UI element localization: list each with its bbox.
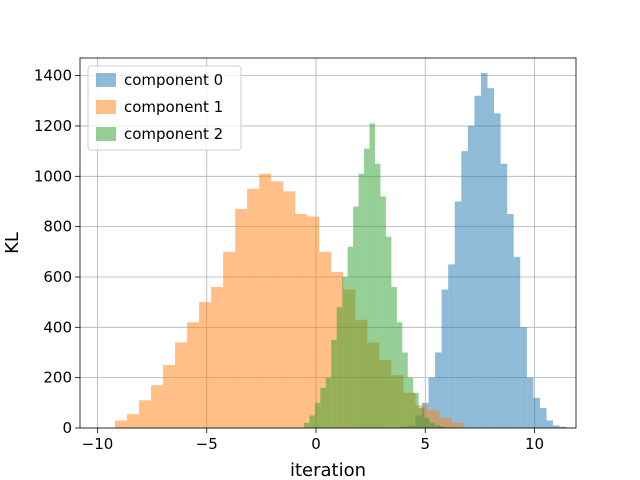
plot-frame	[79, 57, 577, 429]
histogram-bar	[451, 422, 464, 428]
histogram-bar	[235, 209, 248, 428]
legend-swatch	[96, 100, 116, 114]
histogram-bar	[126, 414, 139, 428]
histogram-bar	[374, 163, 381, 428]
histogram-bar	[559, 426, 567, 428]
histogram-bar	[424, 417, 430, 428]
y-axis-ticks: 0 200 400 600 800 1000 1200 1400	[34, 67, 80, 437]
histogram-bar	[428, 377, 436, 428]
histogram-bar	[439, 417, 452, 428]
histogram-bar	[526, 377, 534, 428]
y-tick-label: 400	[43, 318, 72, 336]
histogram-bar	[391, 287, 397, 428]
histogram-bar	[402, 352, 408, 428]
histogram-bar	[494, 113, 501, 429]
histogram-bar	[448, 264, 455, 428]
histogram-bar	[307, 216, 320, 428]
histogram-bar	[314, 402, 321, 428]
histogram-bar	[507, 214, 514, 428]
histogram-bar	[480, 73, 488, 428]
x-tick-label: 0	[311, 435, 321, 453]
histogram-bar	[385, 236, 392, 428]
histogram-bar	[418, 407, 425, 428]
histogram-bar	[435, 352, 442, 428]
histogram-bar	[175, 342, 188, 428]
histogram-bar	[151, 385, 164, 428]
histogram-bar	[553, 425, 560, 428]
histogram-bar	[336, 307, 343, 428]
histogram-bar	[364, 148, 370, 428]
x-axis-label: iteration	[290, 460, 366, 480]
histogram-bar	[309, 415, 315, 428]
x-tick-label: −5	[196, 435, 218, 453]
histogram-bar	[163, 365, 176, 428]
histogram-bar	[295, 214, 308, 428]
y-axis-label: KL	[2, 232, 23, 254]
histogram-bars	[114, 73, 573, 429]
legend-box	[87, 65, 242, 151]
histogram-bar	[369, 123, 375, 429]
histogram-bar	[138, 400, 152, 428]
y-tick-label: 1000	[34, 167, 72, 185]
x-tick-label: −10	[82, 435, 114, 453]
histogram-bar	[358, 173, 365, 428]
histogram-bar	[320, 387, 326, 428]
histogram-bar	[342, 276, 348, 428]
legend-label: component 1	[124, 98, 223, 116]
y-tick-label: 200	[43, 369, 72, 387]
histogram-bar	[454, 201, 462, 428]
x-tick-label: 10	[525, 435, 544, 453]
histogram-bar	[331, 339, 337, 428]
histogram-bar	[474, 95, 481, 429]
histogram-bar	[513, 256, 521, 428]
histogram-bar	[223, 251, 236, 428]
histogram-bar	[199, 302, 212, 428]
legend-swatch	[96, 127, 116, 141]
y-tick-label: 0	[62, 419, 72, 437]
histogram-bar	[461, 151, 468, 428]
histogram-bar	[283, 191, 296, 428]
histogram-bar	[303, 422, 310, 428]
histogram-bar	[247, 188, 260, 428]
y-tick-label: 1200	[34, 117, 72, 135]
y-tick-label: 800	[43, 218, 72, 236]
legend: component 0 component 1 component 2	[87, 65, 242, 151]
legend-label: component 2	[124, 125, 223, 143]
histogram-bar	[413, 392, 419, 428]
histogram-bar	[114, 420, 127, 428]
histogram-bar	[347, 246, 354, 428]
x-axis-ticks: −10 −5 0 5 10	[82, 428, 544, 453]
y-tick-label: 600	[43, 268, 72, 286]
histogram-bar	[533, 397, 540, 428]
histogram-bar	[500, 163, 508, 428]
legend-swatch	[96, 73, 116, 87]
histogram-bar	[429, 422, 436, 428]
histogram-bar	[353, 206, 359, 428]
y-tick-label: 1400	[34, 67, 72, 85]
histogram-bar	[467, 125, 475, 429]
histogram-bar	[325, 377, 332, 428]
histogram-bar	[407, 377, 414, 428]
legend-label: component 0	[124, 71, 223, 89]
histogram-bar	[187, 322, 200, 428]
series-component-0	[402, 73, 573, 429]
histogram-bar	[546, 420, 554, 428]
histogram-bar	[520, 327, 527, 428]
histogram-bar	[259, 173, 272, 428]
histogram-bar	[211, 287, 224, 428]
x-tick-label: 5	[420, 435, 430, 453]
histogram-bar	[396, 322, 403, 428]
histogram-bar	[435, 425, 441, 428]
histogram-bar	[440, 426, 446, 428]
series-component-2	[303, 123, 446, 429]
histogram-bar	[271, 181, 284, 428]
histogram-bar	[380, 196, 386, 428]
histogram-bar	[487, 88, 495, 429]
histogram-bar	[539, 407, 547, 428]
histogram-bar	[441, 289, 449, 428]
